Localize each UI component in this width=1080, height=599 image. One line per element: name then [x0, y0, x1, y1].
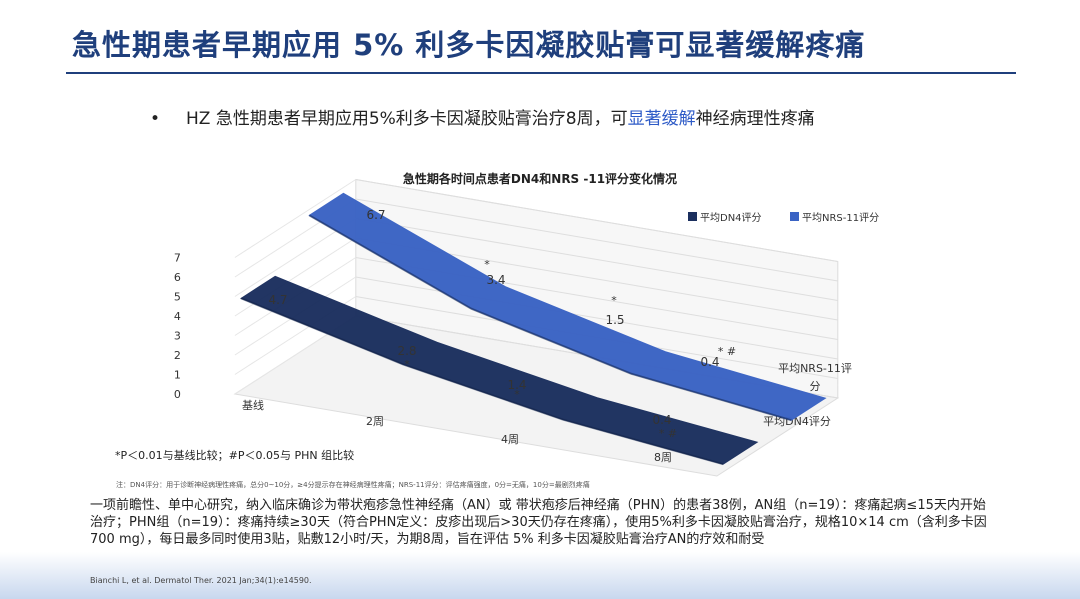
y-tick-label: 7 — [174, 252, 181, 265]
citation: Bianchi L, et al. Dermatol Ther. 2021 Ja… — [90, 576, 312, 585]
nrs-ribbon-edge — [308, 214, 792, 422]
definition-note: 注：DN4评分：用于诊断神经病理性疼痛，总分0~10分，≥4分提示存在神经病理性… — [116, 481, 590, 489]
key-finding-text: HZ 急性期患者早期应用5%利多卡因凝胶贴膏治疗8周，可 — [186, 109, 628, 129]
nrs-data-label: 0.4 — [700, 355, 719, 369]
dn4-significance-marker: * — [404, 358, 410, 371]
legend-label-nrs: 平均NRS-11评分 — [802, 212, 879, 224]
dn4-ribbon-edge — [240, 297, 724, 466]
footer-band — [0, 552, 1080, 599]
title-divider — [66, 72, 1016, 74]
gridline — [355, 218, 838, 301]
dn4-significance-marker: * # — [659, 427, 677, 440]
x-category-label: 4周 — [501, 433, 519, 446]
legend-swatch-dn4 — [688, 212, 697, 221]
bullet-point: • — [150, 109, 161, 129]
key-finding-highlight: 显著缓解 — [627, 109, 696, 129]
dn4-data-label: 0.4 — [652, 413, 671, 427]
y-tick-label: 2 — [174, 349, 181, 362]
x-category-label: 基线 — [242, 398, 264, 412]
nrs-significance-marker: * — [611, 294, 617, 307]
nrs-data-label: 6.7 — [366, 208, 385, 222]
y-tick-label: 5 — [174, 291, 181, 304]
depth-label-nrs: 平均NRS-11评 — [778, 362, 852, 375]
legend-swatch-nrs — [790, 212, 799, 221]
legend-label-dn4: 平均DN4评分 — [700, 212, 762, 224]
y-tick-label: 4 — [174, 310, 181, 323]
slide-title: 急性期患者早期应用 5% 利多卡因凝胶贴膏可显著缓解疼痛 — [72, 28, 866, 62]
dn4-significance-marker: * — [514, 388, 520, 401]
dn4-data-label: 4.7 — [268, 293, 287, 307]
nrs-data-label: 1.5 — [605, 313, 624, 327]
study-description: 一项前瞻性、单中心研究，纳入临床确诊为带状疱疹急性神经痛（AN）或 带状疱疹后神… — [90, 498, 987, 547]
y-tick-label: 6 — [174, 271, 181, 284]
nrs-significance-marker: * # — [718, 345, 736, 358]
depth-label-dn4: 平均DN4评分 — [763, 415, 831, 428]
x-category-label: 2周 — [366, 415, 384, 428]
gridline — [234, 179, 357, 258]
y-tick-label: 1 — [174, 369, 181, 382]
y-tick-label: 3 — [174, 330, 181, 343]
gridline — [355, 198, 838, 282]
dn4-data-label: 2.8 — [397, 344, 416, 358]
chart-title: 急性期各时间点患者DN4和NRS -11评分变化情况 — [402, 172, 678, 186]
x-category-label: 8周 — [654, 451, 672, 464]
key-finding-text-end: 神经病理性疼痛 — [695, 109, 815, 129]
significance-note: *P＜0.01与基线比较；#P＜0.05与 PHN 组比较 — [115, 449, 355, 462]
nrs-significance-marker: * — [484, 258, 490, 271]
key-finding: • HZ 急性期患者早期应用5%利多卡因凝胶贴膏治疗8周，可显著缓解神经病理性疼痛 — [150, 104, 815, 129]
gridline — [355, 276, 838, 360]
depth-label-nrs-suffix: 分 — [810, 380, 821, 393]
dn4-data-label: 1.4 — [507, 378, 526, 392]
y-tick-label: 0 — [174, 388, 181, 401]
nrs-data-label: 3.4 — [486, 273, 505, 287]
gridline — [355, 179, 838, 262]
